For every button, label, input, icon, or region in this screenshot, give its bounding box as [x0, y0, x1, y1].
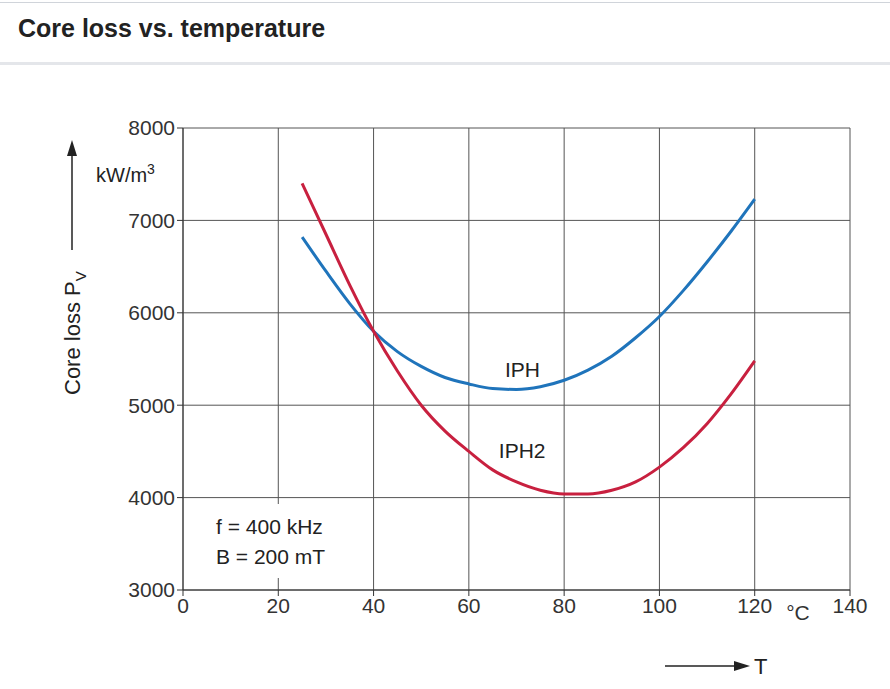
svg-text:40: 40: [362, 594, 385, 617]
svg-text:140: 140: [832, 594, 867, 617]
svg-text:Core loss PV: Core loss PV: [60, 271, 89, 395]
svg-text:°C: °C: [786, 601, 810, 624]
svg-text:7000: 7000: [128, 209, 175, 232]
svg-text:B = 200 mT: B = 200 mT: [216, 545, 325, 568]
svg-text:IPH2: IPH2: [499, 439, 546, 462]
svg-text:8000: 8000: [128, 116, 175, 139]
svg-text:0: 0: [177, 594, 189, 617]
svg-text:kW/m3: kW/m3: [96, 161, 155, 186]
svg-text:120: 120: [737, 594, 772, 617]
svg-text:T: T: [754, 654, 767, 679]
html-text:Core loss vs. temperature: Core loss vs. temperature: [18, 14, 326, 42]
svg-text:6000: 6000: [128, 301, 175, 324]
svg-text:100: 100: [642, 594, 677, 617]
svg-text:60: 60: [457, 594, 480, 617]
svg-text:f = 400 kHz: f = 400 kHz: [216, 515, 323, 538]
svg-text:3000: 3000: [128, 578, 175, 601]
svg-text:5000: 5000: [128, 394, 175, 417]
svg-text:80: 80: [552, 594, 575, 617]
svg-text:20: 20: [267, 594, 290, 617]
svg-text:4000: 4000: [128, 486, 175, 509]
svg-text:IPH: IPH: [505, 358, 540, 381]
